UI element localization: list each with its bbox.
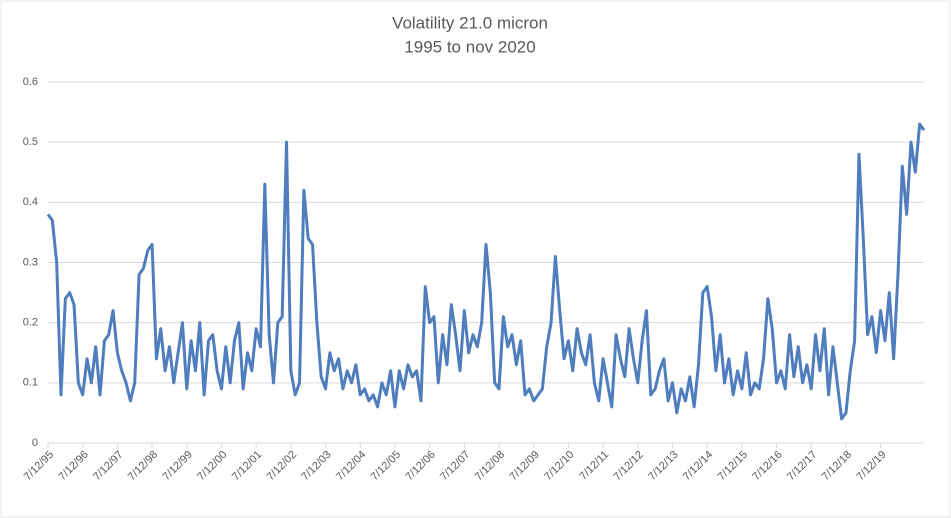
y-tick-label: 0.5 — [23, 136, 38, 148]
chart-subtitle: 1995 to nov 2020 — [404, 37, 535, 56]
data-line — [46, 122, 926, 421]
chart-title: Volatility 21.0 micron — [392, 13, 548, 32]
y-tick-label: 0.3 — [23, 256, 38, 268]
y-tick-label: 0.1 — [23, 377, 38, 389]
y-tick-label: 0.2 — [23, 317, 38, 329]
y-tick-label: 0.6 — [23, 76, 38, 88]
y-tick-label: 0 — [32, 437, 38, 449]
y-tick-label: 0.4 — [23, 196, 38, 208]
